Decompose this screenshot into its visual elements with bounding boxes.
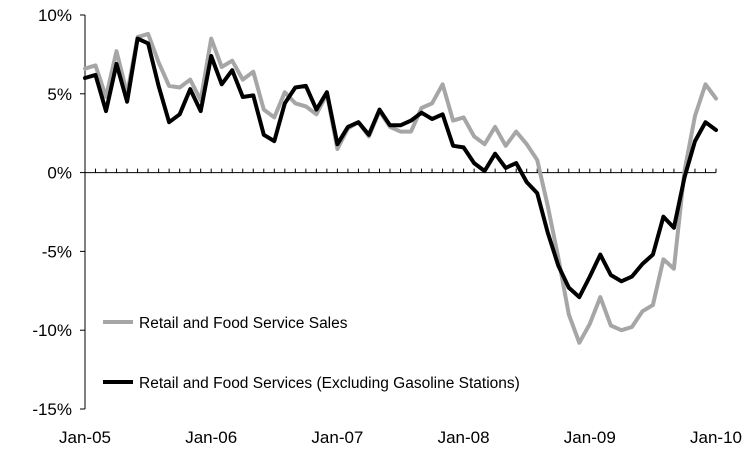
x-tick-label: Jan-08 [438,428,490,447]
series-line-0 [83,31,718,345]
y-tick-label: -10% [32,321,72,340]
x-tick-label: Jan-06 [185,428,237,447]
y-tick-label: 0% [47,164,72,183]
x-tick-label: Jan-09 [564,428,616,447]
y-tick-label: 5% [47,85,72,104]
y-tick-label: -5% [42,242,72,261]
series-layer [83,31,718,345]
legend: Retail and Food Service Sales Retail and… [103,315,520,392]
legend-label-retail-food-service-sales: Retail and Food Service Sales [139,315,348,332]
x-tick-label: Jan-07 [311,428,363,447]
x-tick-label: Jan-05 [59,428,111,447]
y-tick-label: 10% [38,6,72,25]
y-tick-label: -15% [32,400,72,419]
x-tick-label: Jan-10 [690,428,742,447]
axes: 10% 5% 0% -5% -10% -15% Jan-05 Jan-06 Jan-07 Jan-… [32,6,742,447]
legend-label-excluding-gasoline: Retail and Food Services (Excluding Gaso… [139,375,520,392]
series-line-1 [83,36,718,300]
